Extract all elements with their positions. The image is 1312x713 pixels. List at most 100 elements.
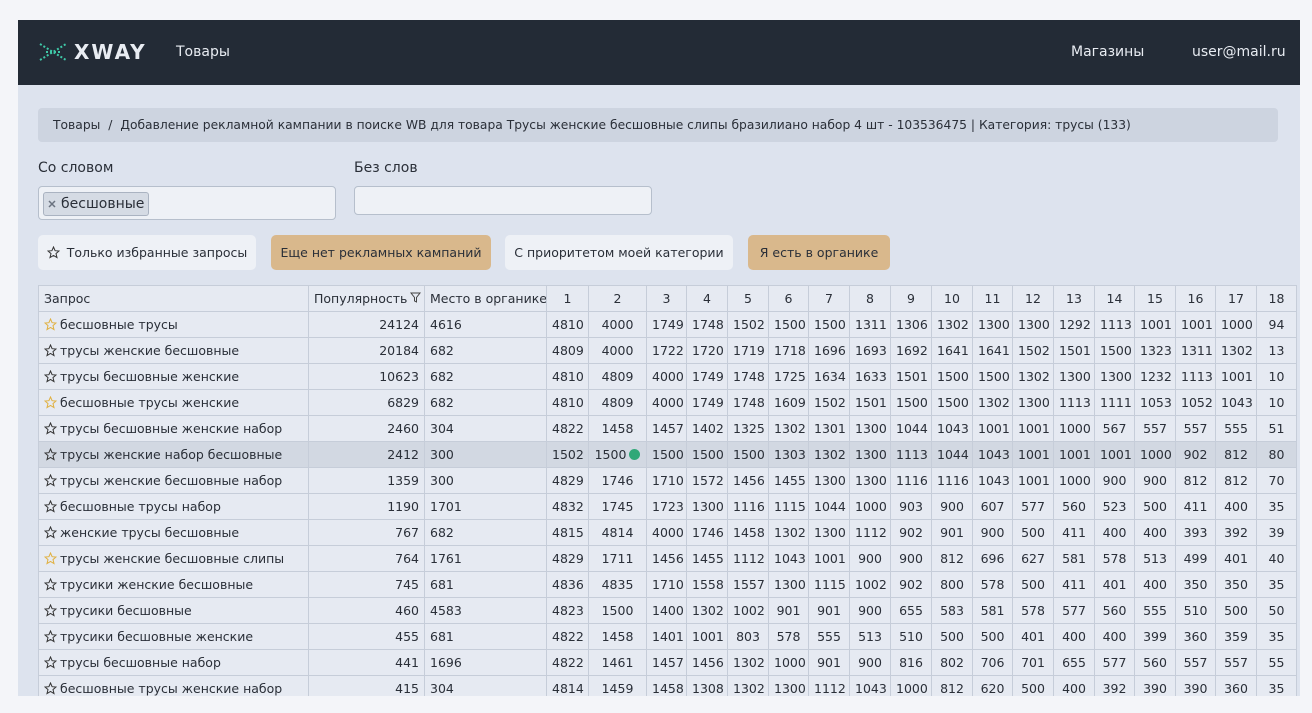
table-cell: 1710: [646, 571, 687, 598]
column-header[interactable]: 17: [1215, 285, 1257, 312]
column-header[interactable]: 8: [849, 285, 891, 312]
column-header[interactable]: 13: [1053, 285, 1095, 312]
column-header[interactable]: 16: [1175, 285, 1216, 312]
filter-button[interactable]: Только избранные запросы: [38, 235, 256, 270]
table-cell: 1325: [727, 415, 769, 442]
cell-text: 1300: [774, 681, 806, 696]
column-header[interactable]: Популярность: [308, 285, 425, 312]
breadcrumb-root[interactable]: Товары: [53, 118, 101, 132]
cell-text: 901: [940, 525, 964, 540]
table-cell: 390: [1175, 675, 1216, 696]
table-cell: 1456: [727, 467, 769, 494]
cell-text: 1001: [1018, 421, 1050, 436]
filter-button[interactable]: Я есть в органике: [748, 235, 890, 270]
table-cell: 1300: [768, 571, 809, 598]
star-icon[interactable]: [43, 447, 58, 461]
table-cell: 1043: [768, 545, 809, 572]
cell-text: 4815: [552, 525, 584, 540]
star-icon[interactable]: [43, 577, 58, 591]
table-cell: 50: [1256, 597, 1297, 624]
star-icon[interactable]: [43, 343, 58, 357]
tag-remove[interactable]: [48, 200, 56, 208]
column-header[interactable]: 7: [808, 285, 850, 312]
table-cell: 1311: [849, 311, 891, 338]
logo-icon: [39, 43, 67, 61]
filter-button[interactable]: С приоритетом моей категории: [505, 235, 733, 270]
column-header[interactable]: 11: [972, 285, 1013, 312]
table-cell: 400: [1053, 675, 1095, 696]
star-icon[interactable]: [43, 317, 58, 331]
cell-text: 4832: [552, 499, 584, 514]
column-header[interactable]: 12: [1012, 285, 1054, 312]
table-cell: 903: [890, 493, 932, 520]
star-icon[interactable]: [43, 369, 58, 383]
table-cell: 350: [1175, 571, 1216, 598]
star-icon[interactable]: [46, 246, 60, 259]
table-cell: 1001: [972, 415, 1013, 442]
table-cell: 1402: [686, 415, 728, 442]
table-cell: 1746: [588, 467, 647, 494]
cell-text: 359: [1224, 629, 1248, 644]
table-cell: 1116: [727, 493, 769, 520]
table-cell: 1359: [308, 467, 425, 494]
nav-link[interactable]: Магазины: [1071, 44, 1145, 60]
table-cell: 1302: [727, 649, 769, 676]
cell-text: 350: [1183, 577, 1208, 592]
user-link[interactable]: user@mail.ru: [1192, 44, 1286, 60]
column-header[interactable]: 2: [588, 285, 647, 312]
star-icon[interactable]: [43, 603, 58, 617]
cell-text: 510: [899, 629, 923, 644]
column-header[interactable]: Запрос: [38, 285, 309, 312]
table-cell: 1300: [768, 675, 809, 696]
table-cell: 300: [424, 441, 547, 468]
add-icon[interactable]: [629, 449, 641, 460]
column-header[interactable]: 10: [931, 285, 973, 312]
column-header[interactable]: 1: [546, 285, 589, 312]
star-icon[interactable]: [43, 421, 58, 435]
table-cell: 392: [1215, 519, 1257, 546]
with-words-input[interactable]: бесшовные: [38, 186, 336, 220]
star-icon[interactable]: [43, 655, 58, 669]
star-icon[interactable]: [43, 395, 58, 409]
cell-text: 901: [817, 603, 841, 618]
cell-text: 1002: [733, 603, 765, 618]
query-table: Запрос Популярность Место в органике 1 2 3 4 5 6…: [38, 285, 1297, 696]
cell-text: 400: [1143, 577, 1167, 592]
table-cell: 1456: [646, 545, 687, 572]
column-header[interactable]: 15: [1134, 285, 1176, 312]
cell-text: 1500: [1100, 343, 1132, 358]
cell-text: 441: [395, 655, 419, 670]
filter-icon[interactable]: [410, 292, 422, 303]
column-header[interactable]: 6: [768, 285, 809, 312]
cell-text: 1190: [387, 499, 419, 514]
star-icon[interactable]: [43, 473, 58, 487]
column-header[interactable]: Место в органике: [424, 285, 547, 312]
logo[interactable]: XWAY: [38, 40, 147, 64]
column-header[interactable]: 3: [646, 285, 687, 312]
star-icon[interactable]: [43, 629, 58, 643]
column-header[interactable]: 9: [890, 285, 932, 312]
star-icon[interactable]: [43, 551, 58, 565]
column-header[interactable]: 5: [727, 285, 769, 312]
cell-text: 401: [1224, 551, 1248, 566]
cell-text: 1000: [855, 499, 887, 514]
nav-link[interactable]: Товары: [176, 44, 230, 60]
table-cell: 764: [308, 545, 425, 572]
star-icon[interactable]: [43, 499, 58, 513]
column-header[interactable]: 4: [686, 285, 728, 312]
cell-text: 1112: [733, 551, 765, 566]
cell-text: 1000: [896, 681, 928, 696]
star-icon[interactable]: [43, 525, 58, 539]
star-icon[interactable]: [43, 681, 58, 695]
table-cell: 900: [1094, 467, 1135, 494]
filter-button[interactable]: Еще нет рекламных кампаний: [271, 235, 491, 270]
cell-text: 70: [1268, 473, 1285, 488]
cell-text: 4810: [552, 395, 584, 410]
table-cell: 1306: [890, 311, 932, 338]
column-header[interactable]: 18: [1256, 285, 1297, 312]
cell-text: 1458: [601, 629, 634, 644]
without-words-input[interactable]: [354, 186, 652, 215]
table-cell: 94: [1256, 311, 1297, 338]
column-header[interactable]: 14: [1094, 285, 1135, 312]
cell-text: 4823: [552, 603, 584, 618]
